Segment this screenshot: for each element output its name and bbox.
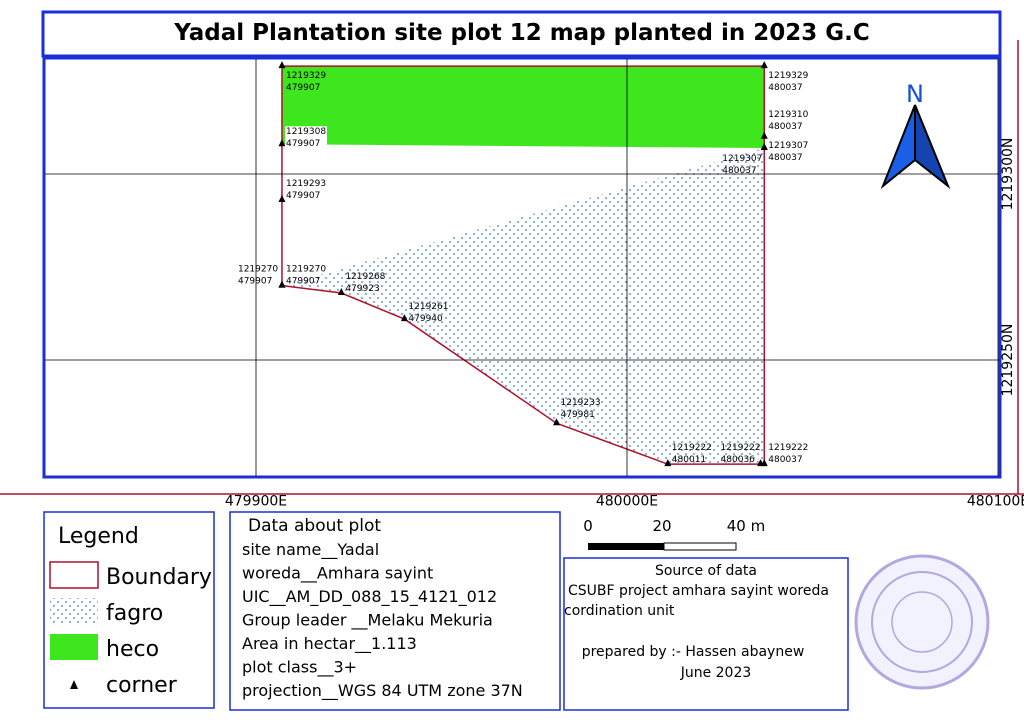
info-line: woreda__Amhara sayint: [242, 564, 433, 584]
info-line: UIC__AM_DD_088_15_4121_012: [242, 587, 497, 607]
easting-label: 479907: [238, 277, 272, 287]
corner: [760, 142, 768, 150]
info-line: Area in hectar__1.113: [242, 634, 417, 654]
north-label: N: [906, 80, 924, 108]
legend-item: Boundary: [106, 565, 212, 590]
fagro-area: [281, 147, 765, 465]
northing-label: 1219329: [286, 71, 326, 81]
corner: [553, 418, 561, 426]
corner: [278, 280, 286, 288]
heco-area: [281, 66, 765, 148]
corner: [400, 314, 408, 322]
boundary: [281, 65, 766, 465]
scale-bar: 0 20 40 m: [583, 517, 765, 551]
legend-swatch: [49, 561, 99, 589]
x-grid-label: 480100E: [967, 494, 1024, 510]
legend-item: heco: [106, 637, 159, 662]
easting-label: 479923: [345, 284, 379, 294]
northing-label: 1219329: [768, 71, 808, 81]
easting-label: 480036: [721, 455, 756, 465]
northing-label: 1219222: [721, 443, 761, 453]
easting-label: 480037: [722, 166, 756, 176]
x-grid-label: 480000E: [596, 494, 658, 510]
easting-label: 479907: [286, 191, 320, 201]
y-grid-label: 1219250N: [1000, 324, 1016, 397]
corner: [760, 61, 768, 69]
info-heading: Data about plot: [248, 516, 381, 536]
source-box: [563, 557, 849, 711]
legend-swatch: [70, 680, 78, 689]
corner: [760, 459, 768, 467]
title-box: [41, 10, 1002, 58]
x-grid-label: 479900E: [225, 494, 287, 510]
northing-label: 1219268: [345, 272, 385, 282]
info-line: plot class__3+: [242, 658, 357, 678]
corner: [278, 61, 286, 69]
source-line: cordination unit: [564, 603, 675, 619]
prepared-by: prepared by :- Hassen abaynew: [582, 644, 805, 660]
info-line: Group leader __Melaku Mekuria: [242, 611, 493, 631]
legend-item: corner: [106, 673, 178, 698]
northing-label: 1219293: [286, 179, 326, 189]
legend-title: Legend: [58, 524, 139, 549]
easting-label: 479940: [408, 314, 443, 324]
label-bg: [284, 126, 327, 153]
easting-label: 480037: [768, 122, 802, 132]
northing-label: 1219222: [672, 443, 712, 453]
easting-label: 480037: [768, 455, 802, 465]
scale-label: 20: [652, 517, 671, 535]
northing-label: 1219270: [286, 265, 326, 275]
info-line: site name__Yadal: [242, 540, 379, 560]
scale-label: 40 m: [727, 517, 765, 535]
source-heading: Source of data: [655, 563, 757, 579]
map-content: 1219329 479907 1219329 480037 1219308 479907 1…: [45, 59, 999, 476]
easting-label: 479907: [286, 83, 320, 93]
easting-label: 480037: [768, 153, 802, 163]
prepared-date: June 2023: [680, 665, 752, 681]
corner: [278, 139, 286, 147]
legend-swatch: [50, 598, 98, 624]
legend-swatch: [50, 634, 98, 660]
easting-label: 479981: [561, 410, 595, 420]
corner: [664, 459, 672, 467]
corner: [337, 288, 345, 296]
northing-label: 1219308: [286, 127, 326, 137]
source-line: CSUBF project amhara sayint woreda: [568, 583, 829, 599]
northing-label: 1219307: [768, 141, 808, 151]
north-arrow: N: [880, 80, 951, 190]
legend-item: fagro: [106, 601, 163, 626]
scale-label: 0: [583, 517, 593, 535]
easting-label: 480011: [672, 455, 706, 465]
northing-label: 1219270: [238, 265, 278, 275]
stamp: [854, 554, 990, 690]
northing-label: 1219261: [408, 302, 448, 312]
easting-label: 479907: [286, 277, 320, 287]
info-box: [229, 511, 561, 711]
corner: [760, 131, 768, 139]
info-line: projection__WGS 84 UTM zone 37N: [242, 681, 523, 701]
y-grid-label: 1219300N: [1000, 138, 1016, 211]
northing-label: 1219310: [768, 110, 808, 120]
northing-label: 1219222: [768, 443, 808, 453]
northing-label: 1219307: [722, 154, 762, 164]
easting-label: 479907: [286, 139, 320, 149]
title: Yadal Plantation site plot 12 map plante…: [173, 20, 870, 46]
easting-label: 480037: [768, 83, 802, 93]
northing-label: 1219233: [561, 398, 601, 408]
corner: [278, 195, 286, 203]
